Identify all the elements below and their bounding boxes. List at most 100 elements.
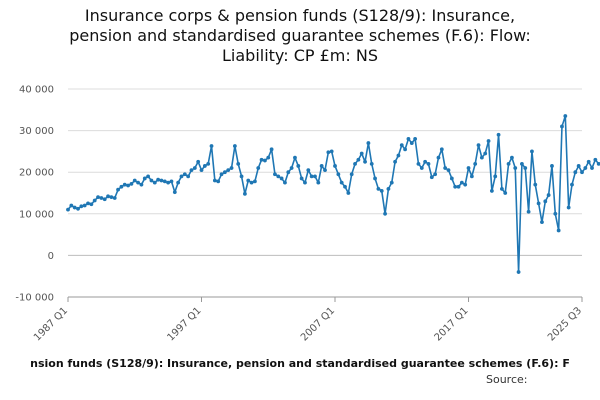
data-point — [506, 161, 511, 166]
data-point — [359, 151, 364, 156]
data-point — [346, 191, 351, 195]
data-point — [226, 168, 231, 173]
data-point — [329, 149, 334, 154]
data-point — [500, 186, 504, 191]
x-tick-label: 2025 Q3 — [546, 305, 584, 343]
data-point — [543, 199, 548, 204]
data-point — [276, 174, 281, 179]
data-point — [339, 180, 344, 185]
data-point — [69, 203, 74, 208]
data-point — [159, 178, 164, 183]
data-point — [202, 164, 207, 168]
data-point — [426, 161, 431, 166]
data-point — [413, 137, 418, 141]
source-label: Source: — [486, 373, 528, 386]
data-point — [106, 194, 110, 199]
data-point — [576, 164, 581, 168]
data-point — [403, 147, 407, 152]
data-point — [429, 175, 434, 180]
data-point — [376, 186, 381, 191]
data-point — [169, 179, 174, 184]
data-point — [383, 211, 387, 216]
data-point — [192, 166, 197, 170]
y-tick-label: -10 000 — [15, 293, 54, 304]
data-point — [219, 172, 224, 177]
data-point — [126, 183, 130, 188]
data-point — [209, 144, 214, 148]
data-point — [246, 178, 251, 183]
data-point — [333, 164, 337, 168]
data-point — [186, 174, 191, 179]
data-point — [409, 141, 414, 145]
data-point — [469, 174, 474, 179]
data-point — [196, 159, 201, 164]
data-point — [76, 206, 80, 211]
data-point — [566, 205, 571, 210]
data-point — [516, 270, 521, 274]
data-point — [530, 149, 534, 154]
x-tick-label: 1987 Q1 — [32, 305, 70, 343]
data-point — [222, 170, 227, 175]
data-point — [212, 178, 217, 183]
data-point — [162, 179, 167, 184]
data-point — [319, 164, 324, 168]
series-line — [67, 115, 600, 273]
data-point — [570, 182, 574, 187]
data-point — [119, 184, 124, 189]
data-point — [66, 207, 70, 212]
data-point — [389, 180, 394, 185]
data-point — [199, 168, 204, 173]
data-point — [526, 209, 531, 214]
chart-title: Insurance corps & pension funds (S128/9)… — [0, 6, 600, 66]
data-point — [92, 198, 97, 203]
data-point — [356, 157, 361, 162]
data-point — [263, 158, 267, 163]
data-point — [369, 161, 374, 166]
data-point — [553, 211, 558, 216]
data-point — [496, 132, 501, 137]
y-tick-label: 20 000 — [19, 168, 54, 179]
data-point — [479, 155, 484, 160]
data-point — [206, 161, 211, 166]
data-point — [423, 159, 428, 164]
data-point — [366, 141, 371, 145]
data-point — [289, 166, 294, 170]
data-point — [416, 161, 421, 166]
y-tick-label: 10 000 — [19, 209, 54, 220]
data-point — [112, 196, 117, 200]
data-point — [306, 168, 311, 173]
data-point — [453, 184, 458, 189]
data-point — [249, 180, 254, 185]
data-point — [363, 159, 367, 164]
data-point — [266, 155, 271, 160]
data-point — [456, 184, 461, 189]
data-point — [493, 174, 498, 179]
data-point — [476, 143, 481, 148]
data-point — [489, 189, 494, 193]
data-point — [116, 187, 120, 192]
chart-title-line: Liability: CP £m: NS — [222, 46, 378, 65]
data-point — [269, 147, 274, 152]
x-tick-label: 2007 Q1 — [299, 305, 337, 343]
data-point — [459, 180, 464, 185]
data-point — [399, 143, 404, 148]
data-point — [343, 184, 347, 189]
data-point — [573, 170, 578, 175]
data-point — [533, 182, 538, 187]
data-point — [353, 161, 357, 166]
data-point — [299, 176, 304, 181]
data-point — [406, 137, 411, 141]
data-point — [179, 174, 184, 179]
data-point — [156, 177, 161, 182]
data-point — [129, 181, 134, 186]
data-point — [309, 174, 314, 179]
data-point — [503, 191, 508, 195]
data-point — [189, 168, 194, 173]
data-point — [279, 176, 284, 181]
data-point — [172, 190, 177, 195]
data-point — [540, 220, 544, 225]
data-point — [326, 150, 331, 155]
y-tick-label: 0 — [48, 251, 54, 262]
data-point — [132, 178, 137, 183]
